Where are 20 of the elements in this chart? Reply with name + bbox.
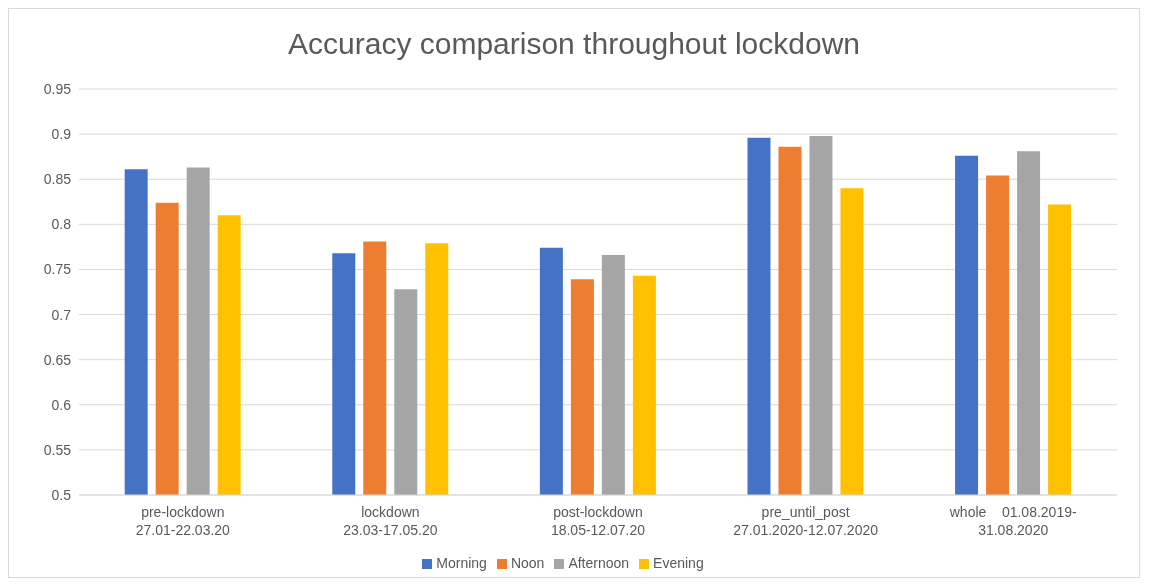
legend-label: Evening xyxy=(653,555,704,571)
x-tick-label: post-lockdown 18.05-12.07.20 xyxy=(550,504,646,538)
x-tick-label: whole 01.08.2019- 31.08.2020 xyxy=(948,504,1077,538)
x-tick-label: lockdown 23.03-17.05.20 xyxy=(343,504,438,538)
y-tick-label: 0.95 xyxy=(43,80,72,97)
y-tick-label: 0.7 xyxy=(51,306,72,323)
y-tick-label: 0.8 xyxy=(51,216,72,233)
legend-label: Afternoon xyxy=(568,555,630,571)
y-tick-label: 0.85 xyxy=(43,171,72,188)
chart-title: Accuracy comparison throughout lockdown xyxy=(287,26,861,62)
y-tick-label: 0.65 xyxy=(43,351,72,368)
x-tick-label: pre_until_post 27.01.2020-12.07.2020 xyxy=(733,504,879,538)
legend-label: Morning xyxy=(436,555,487,571)
y-tick-label: 0.9 xyxy=(51,126,72,143)
y-tick-label: 0.6 xyxy=(51,396,72,413)
y-tick-label: 0.55 xyxy=(43,441,72,458)
y-tick-label: 0.75 xyxy=(43,261,72,278)
legend-label: Noon xyxy=(510,555,545,571)
x-tick-label: pre-lockdown 27.01-22.03.20 xyxy=(135,504,231,538)
y-tick-label: 0.5 xyxy=(51,486,72,503)
